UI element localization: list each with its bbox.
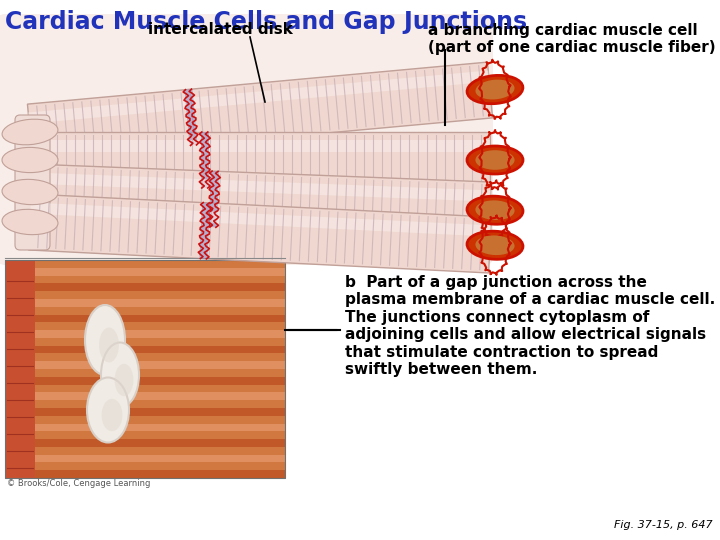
FancyBboxPatch shape bbox=[5, 20, 715, 255]
FancyBboxPatch shape bbox=[5, 470, 285, 478]
FancyBboxPatch shape bbox=[5, 408, 285, 416]
FancyBboxPatch shape bbox=[5, 275, 285, 284]
FancyBboxPatch shape bbox=[5, 447, 285, 455]
Polygon shape bbox=[29, 194, 491, 273]
FancyBboxPatch shape bbox=[5, 431, 285, 439]
Ellipse shape bbox=[87, 377, 129, 442]
FancyBboxPatch shape bbox=[5, 353, 285, 361]
FancyBboxPatch shape bbox=[5, 284, 285, 291]
FancyBboxPatch shape bbox=[5, 400, 285, 408]
Polygon shape bbox=[27, 62, 492, 160]
Ellipse shape bbox=[467, 146, 523, 174]
FancyBboxPatch shape bbox=[5, 299, 285, 307]
Ellipse shape bbox=[2, 119, 58, 145]
Polygon shape bbox=[29, 164, 491, 238]
Polygon shape bbox=[30, 202, 491, 237]
FancyBboxPatch shape bbox=[5, 268, 285, 275]
FancyBboxPatch shape bbox=[5, 455, 285, 462]
Ellipse shape bbox=[467, 231, 523, 259]
Text: © Brooks/Cole, Cengage Learning: © Brooks/Cole, Cengage Learning bbox=[7, 479, 150, 488]
Ellipse shape bbox=[475, 200, 515, 220]
Text: intercalated disk: intercalated disk bbox=[148, 22, 292, 37]
FancyBboxPatch shape bbox=[5, 346, 285, 353]
Ellipse shape bbox=[2, 147, 58, 173]
FancyBboxPatch shape bbox=[5, 462, 285, 470]
FancyBboxPatch shape bbox=[0, 14, 493, 265]
FancyBboxPatch shape bbox=[15, 115, 50, 250]
Text: b  Part of a gap junction across the
plasma membrane of a cardiac muscle cell.
T: b Part of a gap junction across the plas… bbox=[345, 275, 715, 377]
FancyBboxPatch shape bbox=[5, 322, 285, 330]
Polygon shape bbox=[201, 132, 209, 188]
FancyBboxPatch shape bbox=[5, 307, 285, 314]
Polygon shape bbox=[199, 202, 210, 259]
Ellipse shape bbox=[85, 305, 125, 375]
Ellipse shape bbox=[99, 327, 119, 362]
Ellipse shape bbox=[102, 399, 122, 431]
Ellipse shape bbox=[467, 76, 523, 104]
FancyBboxPatch shape bbox=[5, 439, 285, 447]
Text: a branching cardiac muscle cell
(part of one cardiac muscle fiber): a branching cardiac muscle cell (part of… bbox=[428, 23, 716, 56]
Polygon shape bbox=[209, 171, 219, 227]
FancyBboxPatch shape bbox=[5, 338, 285, 346]
FancyBboxPatch shape bbox=[5, 416, 285, 423]
FancyBboxPatch shape bbox=[5, 260, 285, 268]
Ellipse shape bbox=[475, 235, 515, 255]
FancyBboxPatch shape bbox=[5, 291, 285, 299]
Polygon shape bbox=[30, 172, 491, 201]
Ellipse shape bbox=[2, 179, 58, 205]
Ellipse shape bbox=[114, 364, 133, 396]
Polygon shape bbox=[28, 71, 489, 124]
FancyBboxPatch shape bbox=[5, 369, 285, 377]
Polygon shape bbox=[184, 89, 197, 146]
Ellipse shape bbox=[101, 342, 139, 408]
FancyBboxPatch shape bbox=[5, 314, 285, 322]
Ellipse shape bbox=[467, 196, 523, 224]
Ellipse shape bbox=[2, 210, 58, 235]
Polygon shape bbox=[30, 140, 490, 152]
Text: Fig. 37-15, p. 647: Fig. 37-15, p. 647 bbox=[614, 520, 713, 530]
Ellipse shape bbox=[475, 79, 515, 99]
FancyBboxPatch shape bbox=[5, 361, 285, 369]
Polygon shape bbox=[30, 132, 490, 188]
FancyBboxPatch shape bbox=[5, 260, 35, 478]
FancyBboxPatch shape bbox=[5, 377, 285, 384]
FancyBboxPatch shape bbox=[5, 393, 285, 400]
Text: Cardiac Muscle Cells and Gap Junctions: Cardiac Muscle Cells and Gap Junctions bbox=[5, 10, 527, 34]
Ellipse shape bbox=[475, 150, 515, 170]
FancyBboxPatch shape bbox=[5, 330, 285, 338]
FancyBboxPatch shape bbox=[5, 423, 285, 431]
FancyBboxPatch shape bbox=[5, 384, 285, 393]
FancyBboxPatch shape bbox=[5, 260, 285, 478]
